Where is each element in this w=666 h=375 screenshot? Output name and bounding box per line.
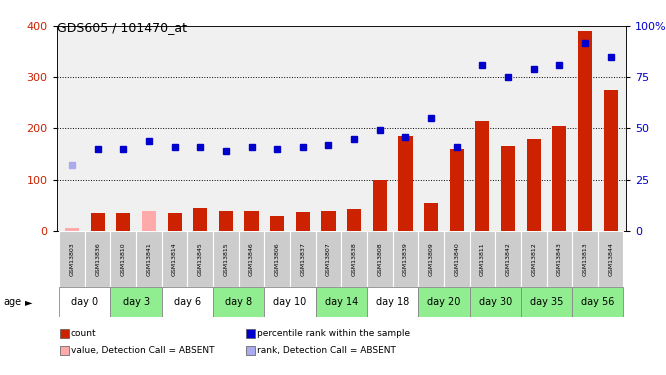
- Text: GSM13845: GSM13845: [198, 242, 202, 276]
- Text: percentile rank within the sample: percentile rank within the sample: [257, 329, 410, 338]
- FancyBboxPatch shape: [572, 287, 623, 317]
- FancyBboxPatch shape: [316, 231, 341, 287]
- Bar: [193, 208, 207, 231]
- FancyBboxPatch shape: [162, 231, 187, 287]
- Bar: [117, 213, 131, 231]
- Text: GSM13815: GSM13815: [223, 242, 228, 276]
- Text: day 0: day 0: [71, 297, 99, 307]
- Bar: [142, 211, 156, 231]
- Bar: [296, 212, 310, 231]
- Text: day 18: day 18: [376, 297, 409, 307]
- Bar: [219, 211, 233, 231]
- Text: day 14: day 14: [325, 297, 358, 307]
- Bar: [527, 139, 541, 231]
- FancyBboxPatch shape: [496, 231, 521, 287]
- Text: value, Detection Call = ABSENT: value, Detection Call = ABSENT: [71, 346, 214, 355]
- FancyBboxPatch shape: [187, 231, 213, 287]
- FancyBboxPatch shape: [367, 231, 393, 287]
- Bar: [501, 146, 515, 231]
- Text: GSM13812: GSM13812: [531, 242, 536, 276]
- FancyBboxPatch shape: [418, 231, 444, 287]
- Bar: [347, 209, 361, 231]
- Bar: [322, 211, 336, 231]
- Bar: [373, 180, 387, 231]
- Bar: [91, 213, 105, 231]
- Bar: [168, 213, 182, 231]
- Text: GSM13842: GSM13842: [505, 242, 511, 276]
- Text: GSM13839: GSM13839: [403, 242, 408, 276]
- FancyBboxPatch shape: [470, 231, 496, 287]
- FancyBboxPatch shape: [367, 287, 418, 317]
- FancyBboxPatch shape: [290, 231, 316, 287]
- Bar: [270, 216, 284, 231]
- Text: GSM13846: GSM13846: [249, 242, 254, 276]
- Text: count: count: [71, 329, 96, 338]
- FancyBboxPatch shape: [521, 287, 572, 317]
- Text: GSM13807: GSM13807: [326, 242, 331, 276]
- Text: rank, Detection Call = ABSENT: rank, Detection Call = ABSENT: [257, 346, 396, 355]
- FancyBboxPatch shape: [85, 231, 111, 287]
- Text: day 3: day 3: [123, 297, 150, 307]
- FancyBboxPatch shape: [418, 287, 470, 317]
- Bar: [424, 202, 438, 231]
- Bar: [476, 121, 490, 231]
- Bar: [578, 32, 592, 231]
- Text: day 56: day 56: [581, 297, 615, 307]
- Text: GSM13838: GSM13838: [352, 242, 357, 276]
- Bar: [398, 136, 412, 231]
- Text: GSM13803: GSM13803: [69, 242, 75, 276]
- Text: GSM13844: GSM13844: [608, 242, 613, 276]
- Text: GSM13813: GSM13813: [583, 242, 587, 276]
- FancyBboxPatch shape: [341, 231, 367, 287]
- Bar: [450, 149, 464, 231]
- Bar: [244, 211, 258, 231]
- Text: GSM13836: GSM13836: [95, 242, 100, 276]
- FancyBboxPatch shape: [59, 231, 85, 287]
- Text: GSM13811: GSM13811: [480, 242, 485, 276]
- FancyBboxPatch shape: [598, 231, 623, 287]
- Text: GSM13837: GSM13837: [300, 242, 305, 276]
- Text: day 8: day 8: [225, 297, 252, 307]
- FancyBboxPatch shape: [547, 231, 572, 287]
- FancyBboxPatch shape: [213, 231, 238, 287]
- Text: day 35: day 35: [530, 297, 563, 307]
- FancyBboxPatch shape: [59, 287, 111, 317]
- FancyBboxPatch shape: [393, 231, 418, 287]
- FancyBboxPatch shape: [162, 287, 213, 317]
- Bar: [552, 126, 566, 231]
- Text: GSM13840: GSM13840: [454, 242, 460, 276]
- FancyBboxPatch shape: [111, 231, 136, 287]
- FancyBboxPatch shape: [316, 287, 367, 317]
- Text: GSM13843: GSM13843: [557, 242, 562, 276]
- Text: ►: ►: [25, 297, 33, 307]
- FancyBboxPatch shape: [136, 231, 162, 287]
- Text: day 6: day 6: [174, 297, 201, 307]
- Text: day 30: day 30: [479, 297, 512, 307]
- FancyBboxPatch shape: [470, 287, 521, 317]
- Text: day 20: day 20: [427, 297, 461, 307]
- FancyBboxPatch shape: [572, 231, 598, 287]
- Bar: [65, 228, 79, 231]
- FancyBboxPatch shape: [264, 287, 316, 317]
- FancyBboxPatch shape: [238, 231, 264, 287]
- Text: GSM13814: GSM13814: [172, 242, 177, 276]
- FancyBboxPatch shape: [111, 287, 162, 317]
- Text: GSM13810: GSM13810: [121, 242, 126, 276]
- Text: GSM13841: GSM13841: [147, 242, 151, 276]
- FancyBboxPatch shape: [213, 287, 264, 317]
- Text: GSM13806: GSM13806: [274, 242, 280, 276]
- FancyBboxPatch shape: [264, 231, 290, 287]
- Text: GDS605 / 101470_at: GDS605 / 101470_at: [57, 21, 186, 34]
- Text: age: age: [3, 297, 21, 307]
- Text: GSM13808: GSM13808: [378, 242, 382, 276]
- Text: GSM13809: GSM13809: [429, 242, 434, 276]
- FancyBboxPatch shape: [444, 231, 470, 287]
- Text: day 10: day 10: [274, 297, 306, 307]
- FancyBboxPatch shape: [521, 231, 547, 287]
- Bar: [603, 90, 617, 231]
